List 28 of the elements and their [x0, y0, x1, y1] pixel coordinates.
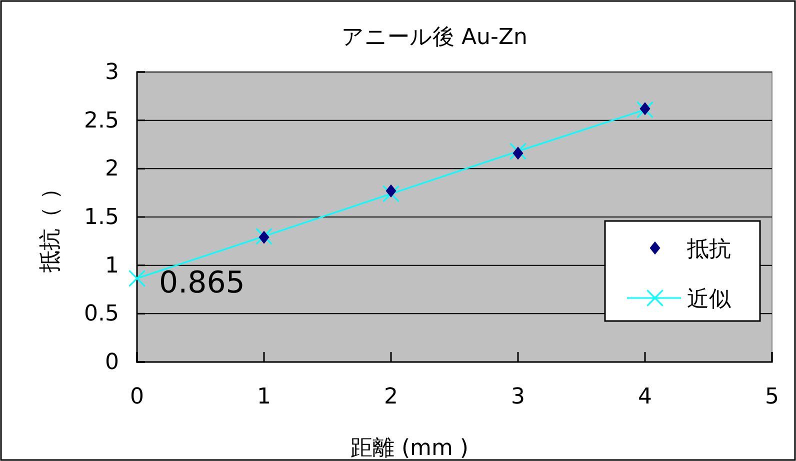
point: [128, 270, 146, 287]
y-tick-label: 0.5: [84, 302, 119, 327]
y-tick-label: 2.5: [84, 108, 119, 134]
point: [255, 228, 273, 245]
x-tick-label: 3: [511, 384, 525, 410]
legend-label: 近似: [687, 287, 731, 312]
point: [509, 142, 527, 160]
x-tick-label: 4: [638, 384, 652, 410]
y-tick-label: 1: [105, 253, 119, 278]
point: [636, 101, 654, 118]
x-tick-label: 0: [130, 384, 144, 410]
x-tick-label: 5: [765, 384, 779, 410]
chart-title: アニール後 Au-Zn: [342, 25, 528, 50]
legend-label: 抵抗: [686, 237, 731, 262]
y-tick-label: 2: [105, 156, 119, 182]
y-tick-label: 3: [105, 60, 119, 86]
y-axis-title: 抵抗（ ）: [38, 178, 63, 274]
point: [382, 185, 400, 202]
point: [512, 146, 524, 160]
point: [640, 102, 650, 116]
x-axis-title: 距離 (mm ): [350, 436, 469, 461]
y-tick-label: 1.5: [84, 205, 119, 230]
x-tick-label: 1: [257, 384, 271, 410]
point: [386, 184, 396, 198]
annotation: 0.865: [159, 265, 245, 300]
point: [258, 230, 270, 244]
x-tick-label: 2: [384, 384, 398, 410]
y-tick-label: 0: [105, 350, 119, 376]
